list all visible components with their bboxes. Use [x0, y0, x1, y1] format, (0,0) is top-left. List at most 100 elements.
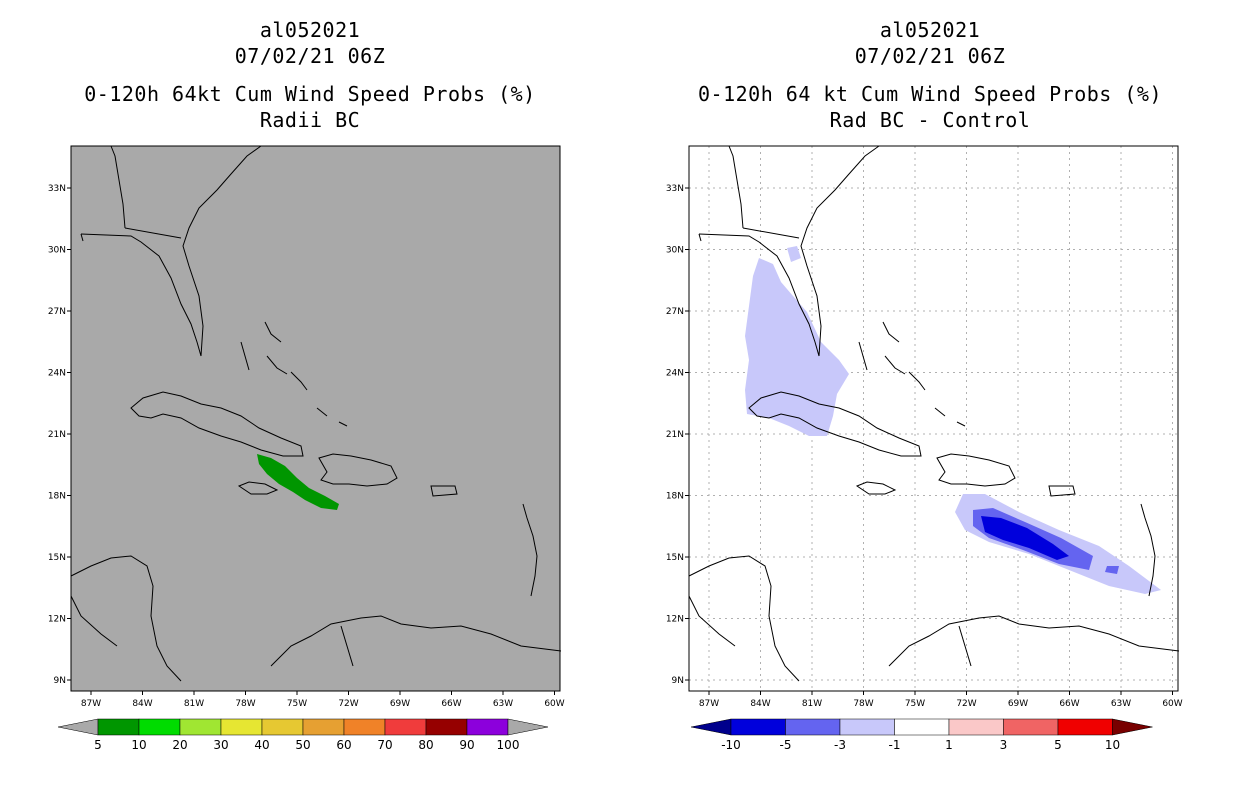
colorbar-segment: [220, 718, 263, 736]
lat-label: 24N: [48, 369, 66, 379]
colorbar-segment: [839, 718, 895, 736]
colorbar-segment: [894, 718, 950, 736]
colorbar-segment: [261, 718, 304, 736]
lat-label: 30N: [48, 246, 66, 256]
lat-label: 18N: [666, 492, 684, 502]
lon-label: 87W: [699, 699, 719, 709]
colorbar-segment: [343, 718, 386, 736]
colorbar-label: -3: [834, 738, 846, 752]
lat-label: 33N: [666, 184, 684, 194]
lat-label: 12N: [48, 615, 66, 625]
left-colorbar: 5 10 20 30 40 50 60 70 80 90 100: [57, 718, 549, 752]
left-title: al052021 07/02/21 06Z 0-120h 64kt Cum Wi…: [60, 17, 560, 133]
lon-label: 84W: [132, 699, 152, 709]
colorbar-segment: [948, 718, 1004, 736]
left-axes: 33N 30N 27N 24N 21N 18N 15N 12N 9N 87W 84W 81W 78W 75…: [48, 184, 565, 709]
right-diff-area-west-light: [745, 258, 849, 436]
right-diff-area-west-light-2: [787, 246, 801, 262]
colorbar-label: 100: [497, 738, 520, 752]
lat-label: 30N: [666, 246, 684, 256]
lon-label: 87W: [81, 699, 101, 709]
colorbar-label: 30: [213, 738, 228, 752]
colorbar-label: 1: [945, 738, 953, 752]
right-storm-id: al052021: [879, 18, 981, 42]
lon-label: 81W: [184, 699, 204, 709]
right-axes: 33N 30N 27N 24N 21N 18N 15N 12N 9N 87W 84W 81W 78W 75…: [666, 184, 1183, 709]
lon-label: 72W: [956, 699, 976, 709]
right-map-frame: [688, 145, 1179, 692]
colorbar-segment: [730, 718, 786, 736]
colorbar-label: -5: [780, 738, 792, 752]
right-title: al052021 07/02/21 06Z 0-120h 64 kt Cum W…: [680, 17, 1180, 133]
colorbar-segment: [384, 718, 427, 736]
lon-label: 69W: [390, 699, 410, 709]
lon-label: 75W: [287, 699, 307, 709]
colorbar-label: 20: [172, 738, 187, 752]
colorbar-label: 70: [377, 738, 392, 752]
colorbar-label: 5: [94, 738, 102, 752]
lon-label: 78W: [235, 699, 255, 709]
lat-label: 18N: [48, 492, 66, 502]
colorbar-label: 5: [1054, 738, 1062, 752]
colorbar-label: 10: [1105, 738, 1120, 752]
colorbar-segment: [302, 718, 345, 736]
colorbar-label: 60: [336, 738, 351, 752]
right-gridlines: [689, 146, 1178, 691]
colorbar-label: 3: [1000, 738, 1008, 752]
right-product-title: 0-120h 64 kt Cum Wind Speed Probs (%): [697, 82, 1163, 106]
lat-label: 9N: [54, 676, 66, 686]
colorbar-left-arrow: [57, 718, 99, 736]
right-diff-area-east-dark: [981, 516, 1069, 560]
left-map-background: [70, 145, 561, 692]
lon-label: 81W: [802, 699, 822, 709]
colorbar-segment: [785, 718, 841, 736]
colorbar-segment: [425, 718, 468, 736]
left-wind-prob-swath: [257, 454, 339, 510]
colorbar-label: 80: [418, 738, 433, 752]
colorbar-segment: [179, 718, 222, 736]
lat-label: 21N: [666, 430, 684, 440]
left-subtitle: Radii BC: [259, 108, 361, 132]
lon-label: 72W: [338, 699, 358, 709]
colorbar-segment: [1003, 718, 1059, 736]
lat-label: 15N: [48, 553, 66, 563]
lat-label: 27N: [666, 307, 684, 317]
colorbar-segment: [1057, 718, 1113, 736]
lon-label: 66W: [441, 699, 461, 709]
right-map-background: [688, 145, 1179, 692]
lon-label: 60W: [544, 699, 564, 709]
colorbar-segment: [138, 718, 181, 736]
colorbar-label: 50: [295, 738, 310, 752]
colorbar-label: -10: [721, 738, 741, 752]
lon-label: 69W: [1008, 699, 1028, 709]
lat-label: 15N: [666, 553, 684, 563]
lon-label: 66W: [1059, 699, 1079, 709]
lon-label: 78W: [853, 699, 873, 709]
right-datetime: 07/02/21 06Z: [854, 44, 1006, 68]
right-subtitle: Rad BC - Control: [829, 108, 1031, 132]
colorbar-label: -1: [889, 738, 901, 752]
colorbar-left-arrow: [690, 718, 732, 736]
lon-label: 84W: [750, 699, 770, 709]
colorbar-segment: [466, 718, 509, 736]
colorbar-label: 90: [459, 738, 474, 752]
lat-label: 9N: [672, 676, 684, 686]
colorbar-segment: [97, 718, 140, 736]
colorbar-label: 40: [254, 738, 269, 752]
colorbar-right-arrow: [507, 718, 549, 736]
lat-label: 21N: [48, 430, 66, 440]
lon-label: 63W: [493, 699, 513, 709]
lon-label: 63W: [1111, 699, 1131, 709]
lon-label: 75W: [905, 699, 925, 709]
right-map: [688, 145, 1180, 692]
right-diff-area-east-small: [1105, 566, 1119, 574]
left-map-frame: [70, 145, 561, 692]
lon-label: 60W: [1162, 699, 1182, 709]
left-storm-id: al052021: [259, 18, 361, 42]
lat-label: 12N: [666, 615, 684, 625]
colorbar-label: 10: [131, 738, 146, 752]
lat-label: 33N: [48, 184, 66, 194]
left-datetime: 07/02/21 06Z: [234, 44, 386, 68]
left-map: [70, 145, 562, 692]
